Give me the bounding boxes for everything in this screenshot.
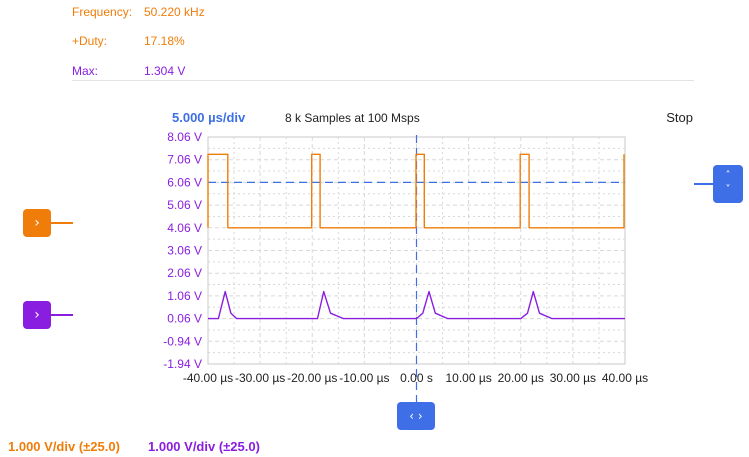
y-tick-label: 8.06 V xyxy=(167,130,202,144)
ch2-offset-line xyxy=(51,314,73,316)
x-tick-label: 40.00 µs xyxy=(602,371,648,385)
trigger-level-button[interactable]: ˄ ˅ xyxy=(713,165,743,203)
sample-rate-label: 8 k Samples at 100 Msps xyxy=(285,111,420,125)
x-tick-label: -30.00 µs xyxy=(235,371,285,385)
timebase-label[interactable]: 5.000 µs/div xyxy=(172,110,246,125)
y-tick-label: -1.94 V xyxy=(163,357,202,371)
y-tick-label: 3.06 V xyxy=(167,244,202,258)
trigger-level-line xyxy=(694,183,713,185)
ch2-waveform xyxy=(208,290,625,320)
run-state-label[interactable]: Stop xyxy=(666,110,693,125)
frequency-value: 50.220 kHz xyxy=(144,5,205,19)
max-label: Max: xyxy=(72,64,99,78)
chevron-left-right-icon: ‹ › xyxy=(409,409,423,423)
duty-value: 17.18% xyxy=(144,34,185,48)
y-tick-label: 1.06 V xyxy=(167,289,202,303)
measurement-divider xyxy=(72,80,694,81)
x-tick-label: -20.00 µs xyxy=(287,371,337,385)
y-tick-label: 5.06 V xyxy=(167,198,202,212)
x-tick-label: 10.00 µs xyxy=(445,371,491,385)
x-tick-label: -10.00 µs xyxy=(339,371,389,385)
y-tick-label: -0.94 V xyxy=(163,334,202,348)
x-tick-label: -40.00 µs xyxy=(183,371,233,385)
measurement-panel: Frequency: 50.220 kHz +Duty: 17.18% Max:… xyxy=(0,0,749,85)
y-tick-label: 6.06 V xyxy=(167,175,202,189)
duty-label: +Duty: xyxy=(72,34,108,48)
x-tick-label: 0.00 s xyxy=(400,371,433,385)
max-value: 1.304 V xyxy=(144,64,186,78)
y-tick-label: 0.06 V xyxy=(167,312,202,326)
y-tick-label: 4.06 V xyxy=(167,221,202,235)
x-tick-label: 20.00 µs xyxy=(498,371,544,385)
horizontal-position-button[interactable]: ‹ › xyxy=(397,402,435,430)
ch1-offset-line xyxy=(51,222,73,224)
chevron-right-icon: › xyxy=(34,307,40,323)
chevron-down-icon: ˅ xyxy=(725,184,731,195)
chevron-up-icon: ˄ xyxy=(725,170,731,181)
ch1-waveform xyxy=(207,153,625,229)
y-tick-label: 7.06 V xyxy=(167,153,202,167)
frequency-label: Frequency: xyxy=(72,5,133,19)
ch1-scale-label[interactable]: 1.000 V/div (±25.0) xyxy=(8,439,120,454)
x-tick-label: 30.00 µs xyxy=(550,371,596,385)
chevron-right-icon: › xyxy=(34,215,40,231)
ch1-offset-button[interactable]: › xyxy=(23,209,51,237)
y-tick-label: 2.06 V xyxy=(167,266,202,280)
ch2-scale-label[interactable]: 1.000 V/div (±25.0) xyxy=(148,439,260,454)
ch2-offset-button[interactable]: › xyxy=(23,301,51,329)
